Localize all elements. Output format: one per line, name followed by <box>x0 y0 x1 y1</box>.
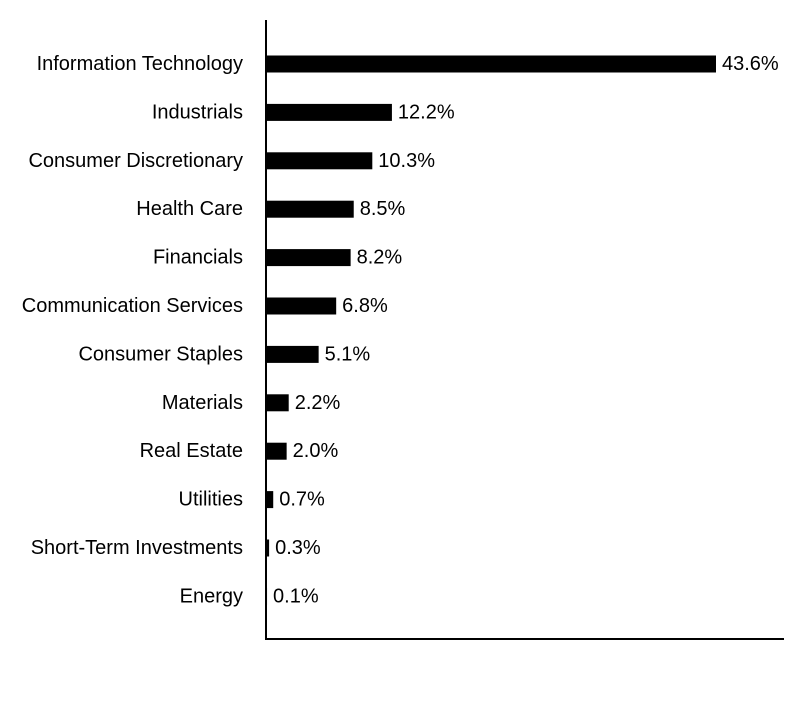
category-label: Financials <box>153 247 243 269</box>
category-label: Utilities <box>179 489 243 511</box>
value-label: 12.2% <box>398 101 455 123</box>
category-label: Materials <box>162 392 243 414</box>
bar-2 <box>266 152 373 170</box>
value-label: 0.1% <box>273 585 319 607</box>
value-label: 0.3% <box>275 537 321 559</box>
category-label: Industrials <box>152 101 243 123</box>
bar-6 <box>266 345 319 363</box>
bar-9 <box>266 491 274 509</box>
bar-7 <box>266 394 289 412</box>
bars-group <box>266 55 716 605</box>
bar-3 <box>266 200 354 218</box>
bar-0 <box>266 55 716 73</box>
value-label: 2.2% <box>295 392 341 414</box>
bar-10 <box>266 539 270 557</box>
value-label: 43.6% <box>722 53 779 75</box>
value-label: 2.0% <box>293 440 339 462</box>
bar-5 <box>266 297 337 315</box>
category-label: Short-Term Investments <box>31 537 243 559</box>
value-label: 8.2% <box>357 247 403 269</box>
bar-8 <box>266 442 287 460</box>
category-label: Consumer Discretionary <box>28 150 243 172</box>
category-label: Energy <box>180 585 243 607</box>
value-label: 8.5% <box>360 198 406 220</box>
category-label: Health Care <box>136 198 243 220</box>
category-labels-group: Information Technology Industrials Consume… <box>22 53 243 607</box>
category-label: Information Technology <box>37 53 243 75</box>
value-label: 5.1% <box>325 343 371 365</box>
category-label: Real Estate <box>140 440 243 462</box>
category-label: Consumer Staples <box>78 343 243 365</box>
value-label: 10.3% <box>378 150 435 172</box>
bar-1 <box>266 103 392 121</box>
value-label: 0.7% <box>279 489 325 511</box>
value-label: 6.8% <box>342 295 388 317</box>
category-label: Communication Services <box>22 295 243 317</box>
value-labels-group: 43.6% 12.2% 10.3% 8.5% 8.2% 6.8% 5.1% 2.2% 2.0% 0… <box>273 53 779 607</box>
bar-4 <box>266 249 351 267</box>
